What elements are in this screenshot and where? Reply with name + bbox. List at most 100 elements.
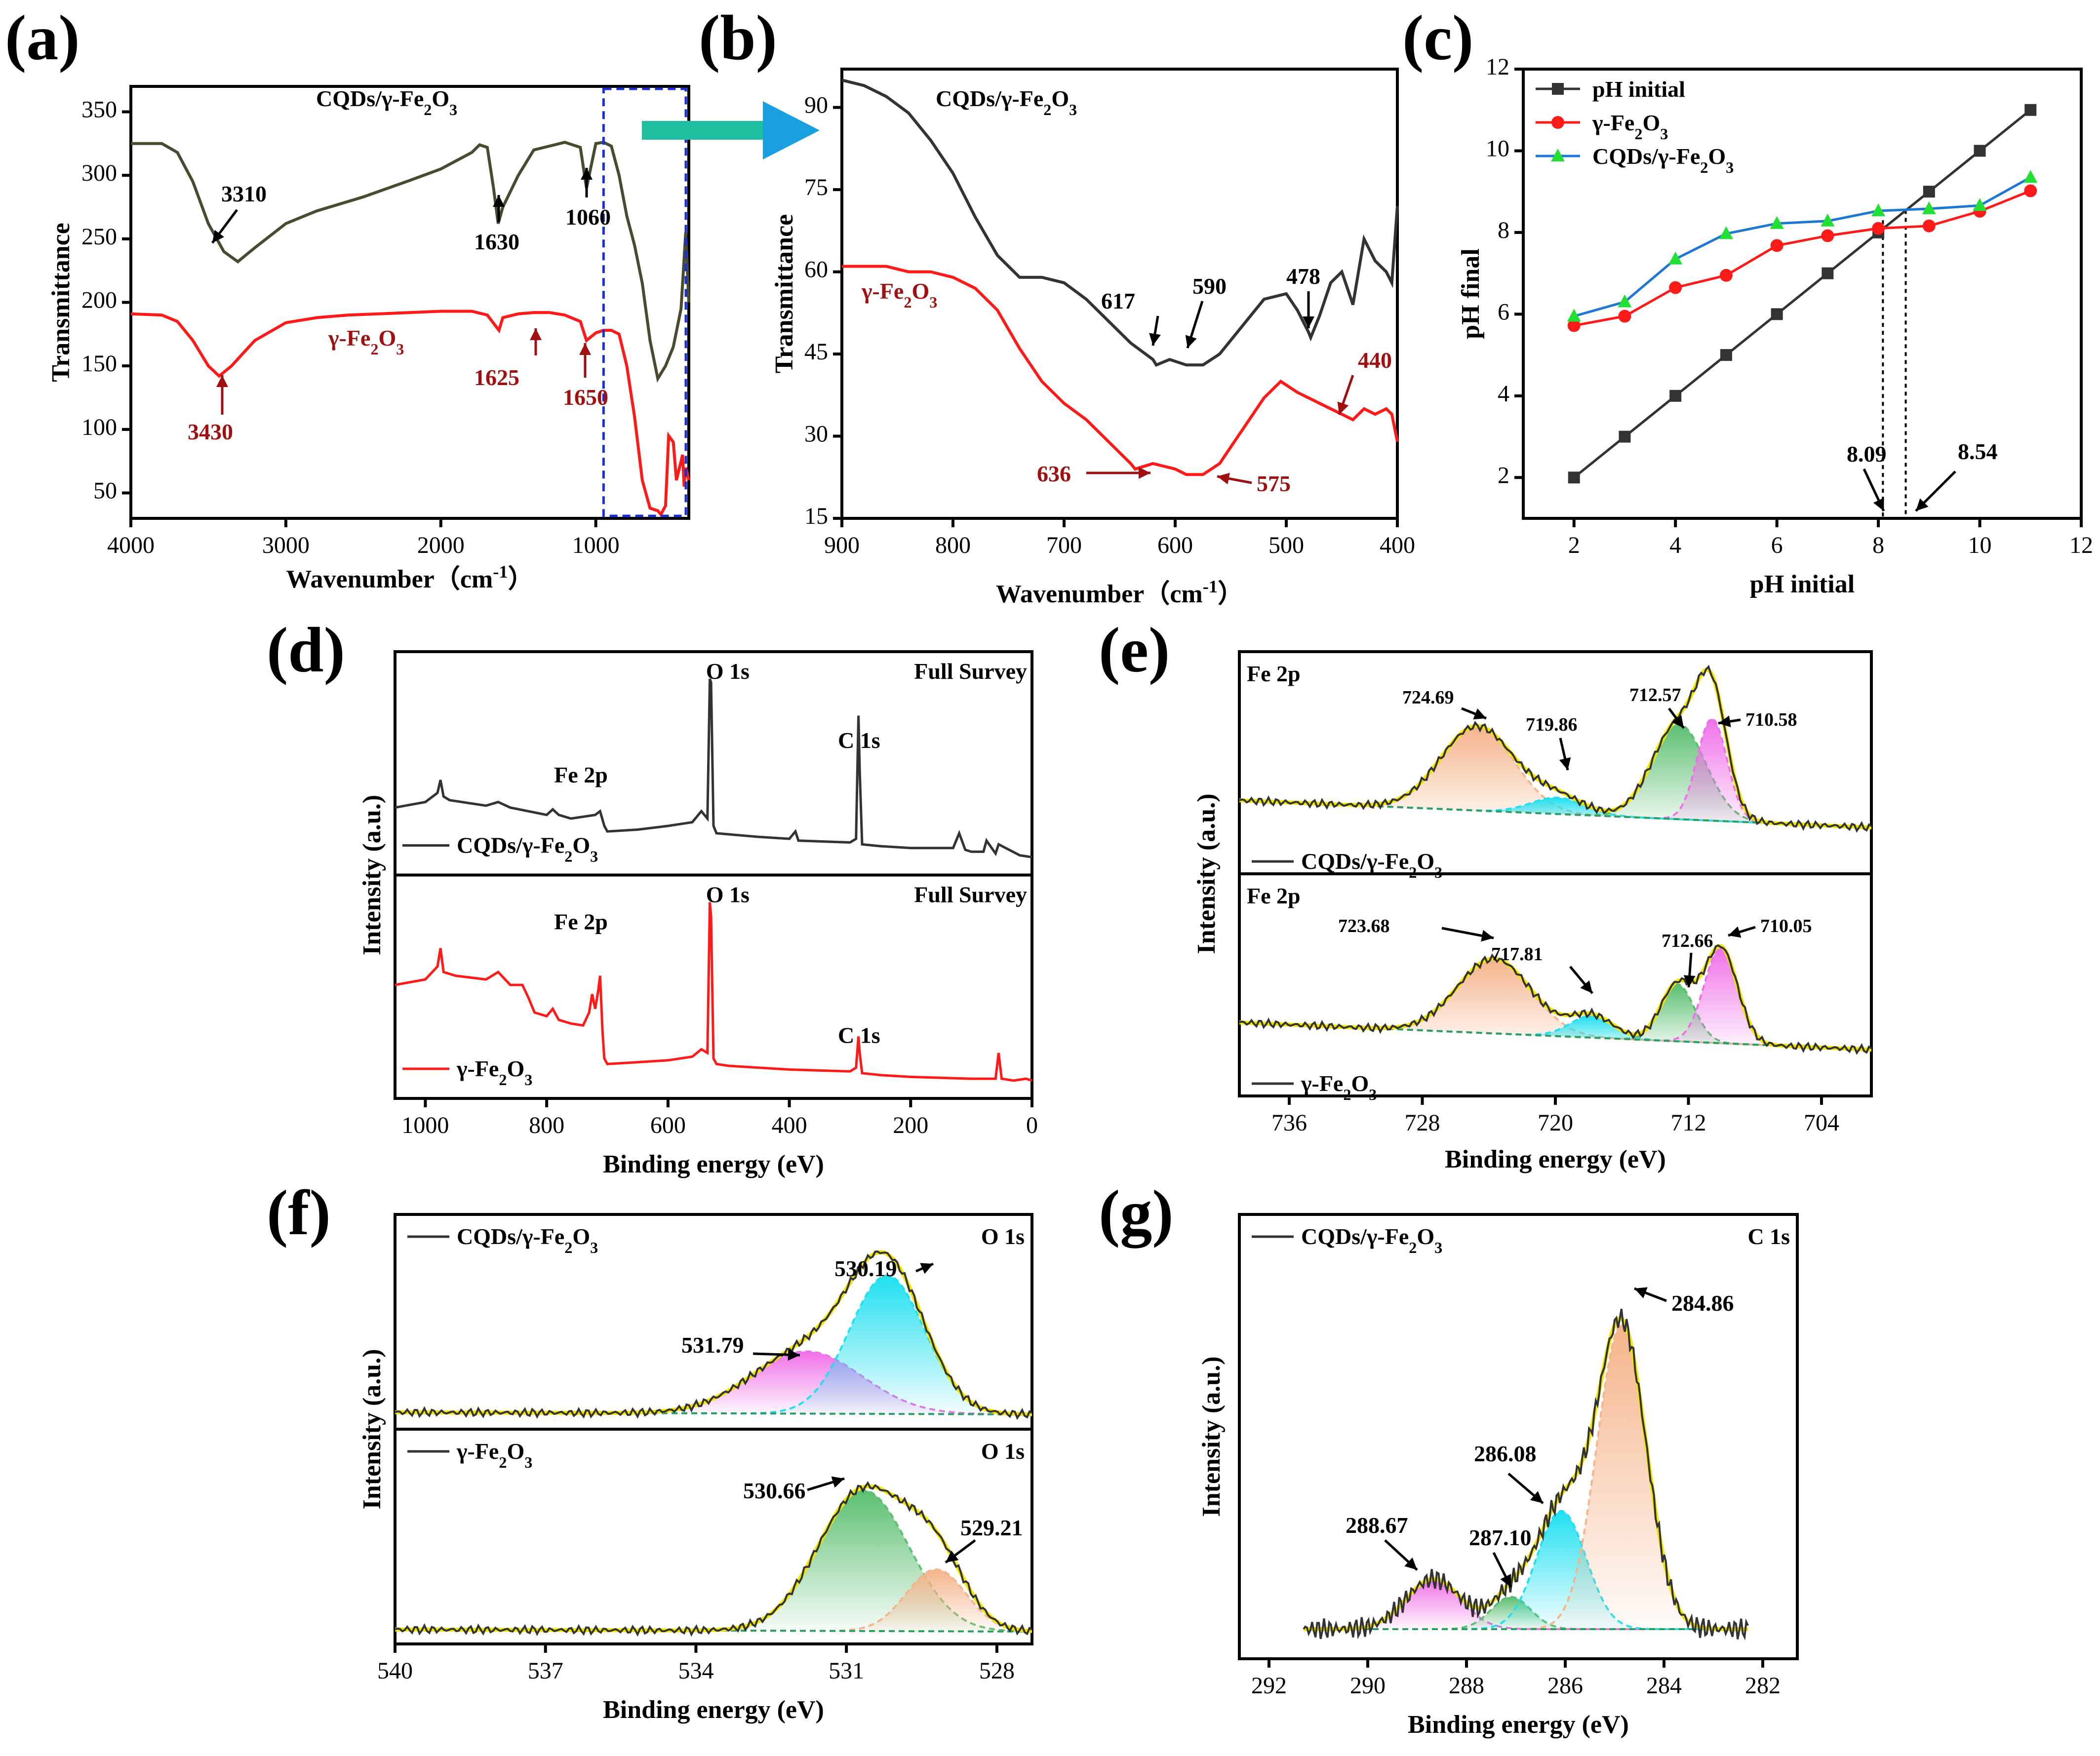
survey-line [395, 678, 1032, 858]
measured-line [1303, 1308, 1749, 1640]
x-tick-label: 720 [1538, 1110, 1573, 1136]
x-tick-label: 700 [1046, 532, 1082, 558]
text-span: 2 [499, 1071, 507, 1089]
series-label: γ-Fe2O3 [328, 325, 404, 358]
y-tick-label: 45 [804, 339, 828, 365]
panel-label: (c) [1402, 2, 1473, 74]
text-span: 2 [1343, 1086, 1351, 1103]
arrow-head [1185, 335, 1197, 348]
arrow-head [1217, 472, 1230, 485]
series-label: γ-Fe2O3 [861, 278, 937, 311]
arrow-head [530, 328, 542, 340]
arrow-head [1559, 757, 1571, 770]
marker-square [1619, 430, 1631, 443]
panel-e: (e) 736 728 720 712 704 Binding energy (eV) Int… [1099, 615, 1873, 1173]
text-span: O [378, 325, 396, 351]
arrow-head [946, 1551, 959, 1562]
series-line [130, 310, 690, 517]
series-line [842, 265, 1399, 476]
text-span: 3 [1434, 863, 1442, 881]
measured-line [1239, 664, 1872, 833]
arrow-head [1728, 926, 1742, 938]
legend-label: γ-Fe2O3 [456, 1056, 532, 1089]
arrow-head [1473, 708, 1486, 720]
text-span: Wavenumber（cm [286, 565, 493, 593]
x-tick-label: 537 [528, 1658, 563, 1684]
arrow-head [1683, 975, 1696, 987]
peak-label: 1625 [474, 365, 519, 390]
panel-f: (f) 540 537 534 531 528 Binding energy (eV) Int… [267, 1177, 1033, 1724]
text-span: 2 [370, 340, 378, 358]
y-axis-title: Intensity (a.u.) [1197, 1356, 1226, 1517]
y-tick-label: 300 [81, 160, 117, 186]
text-span: O [1708, 144, 1726, 169]
text-span: 2 [1409, 863, 1417, 881]
y-tick-label: 75 [804, 174, 828, 200]
x-tick-label: 728 [1405, 1110, 1440, 1136]
peak-label: 531.79 [681, 1332, 744, 1358]
text-span: γ-Fe [456, 1439, 499, 1464]
text-span: O [572, 833, 590, 858]
legend-label: γ-Fe2O3 [456, 1439, 532, 1471]
y-axis-title: pH final [1457, 248, 1485, 339]
panel-label: (b) [699, 2, 777, 74]
marker-square [1974, 145, 1986, 157]
marker-triangle [1770, 216, 1784, 229]
x-tick-label: 0 [1026, 1112, 1038, 1138]
marker-circle [2024, 184, 2037, 197]
peak-label: 1650 [563, 385, 608, 410]
x-tick-label: 288 [1449, 1673, 1484, 1699]
text-span: O [572, 1224, 590, 1249]
text-span: O [911, 278, 929, 304]
x-tick-label: 528 [979, 1658, 1015, 1684]
y-axis-title: Intensity (a.u.) [358, 795, 386, 955]
marker-triangle [2023, 170, 2038, 183]
plot-frame [129, 85, 690, 520]
y-tick-label: 4 [1498, 381, 1509, 407]
peak-label: 723.68 [1338, 916, 1390, 937]
x-tick-label: 10 [1968, 532, 1992, 558]
peak-label: 636 [1037, 461, 1071, 486]
text-span: 2 [564, 848, 572, 865]
peak-outline [1239, 796, 1872, 829]
y-axis-title: Transmittance [770, 214, 798, 374]
peak-fill [395, 1490, 1032, 1632]
panel-label: (e) [1099, 615, 1170, 686]
series-line [1573, 109, 2031, 479]
marker-circle [1567, 319, 1581, 332]
x-tick-label: 3000 [262, 532, 310, 558]
x-tick-label: 540 [377, 1658, 413, 1684]
peak-label: 1630 [474, 229, 519, 254]
marker-triangle [1922, 201, 1936, 214]
x-axis-title: Binding energy (eV) [1408, 1711, 1629, 1739]
peak-outline [1304, 1324, 1748, 1630]
x-tick-label: 292 [1251, 1673, 1287, 1699]
y-tick-label: 250 [81, 224, 117, 250]
panel-d: (d) 1000 800 600 400 200 0 Binding energy (eV) I… [267, 615, 1038, 1178]
y-axis-title: Transmittance [47, 223, 75, 382]
arrow-head [831, 1476, 844, 1488]
arrow-head [212, 230, 224, 243]
peak-label: 529.21 [960, 1515, 1023, 1540]
text-span: 2 [1043, 101, 1051, 118]
x-tick-label: 400 [1380, 532, 1415, 558]
text-span: O [507, 1056, 524, 1081]
x-tick-label: 736 [1271, 1110, 1307, 1136]
arrow-head [1481, 930, 1494, 942]
arrow-head [1500, 1574, 1511, 1587]
x-tick-label: 531 [829, 1658, 864, 1684]
marker-triangle [1821, 213, 1835, 227]
peak-label: 3310 [221, 181, 267, 206]
peak-label: 710.58 [1745, 709, 1797, 730]
x-tick-label: 4000 [107, 532, 155, 558]
text-span: 3 [524, 1453, 532, 1471]
series-line [841, 78, 1399, 367]
marker-square [1568, 471, 1580, 484]
x-tick-label: 500 [1268, 532, 1304, 558]
x-tick-label: 284 [1646, 1673, 1682, 1699]
plot-frame [840, 68, 1399, 520]
y-tick-label: 15 [804, 503, 828, 529]
marker-circle [1719, 269, 1733, 282]
peak-label: Fe 2p [554, 762, 608, 787]
x-tick-label: 1000 [572, 532, 620, 558]
